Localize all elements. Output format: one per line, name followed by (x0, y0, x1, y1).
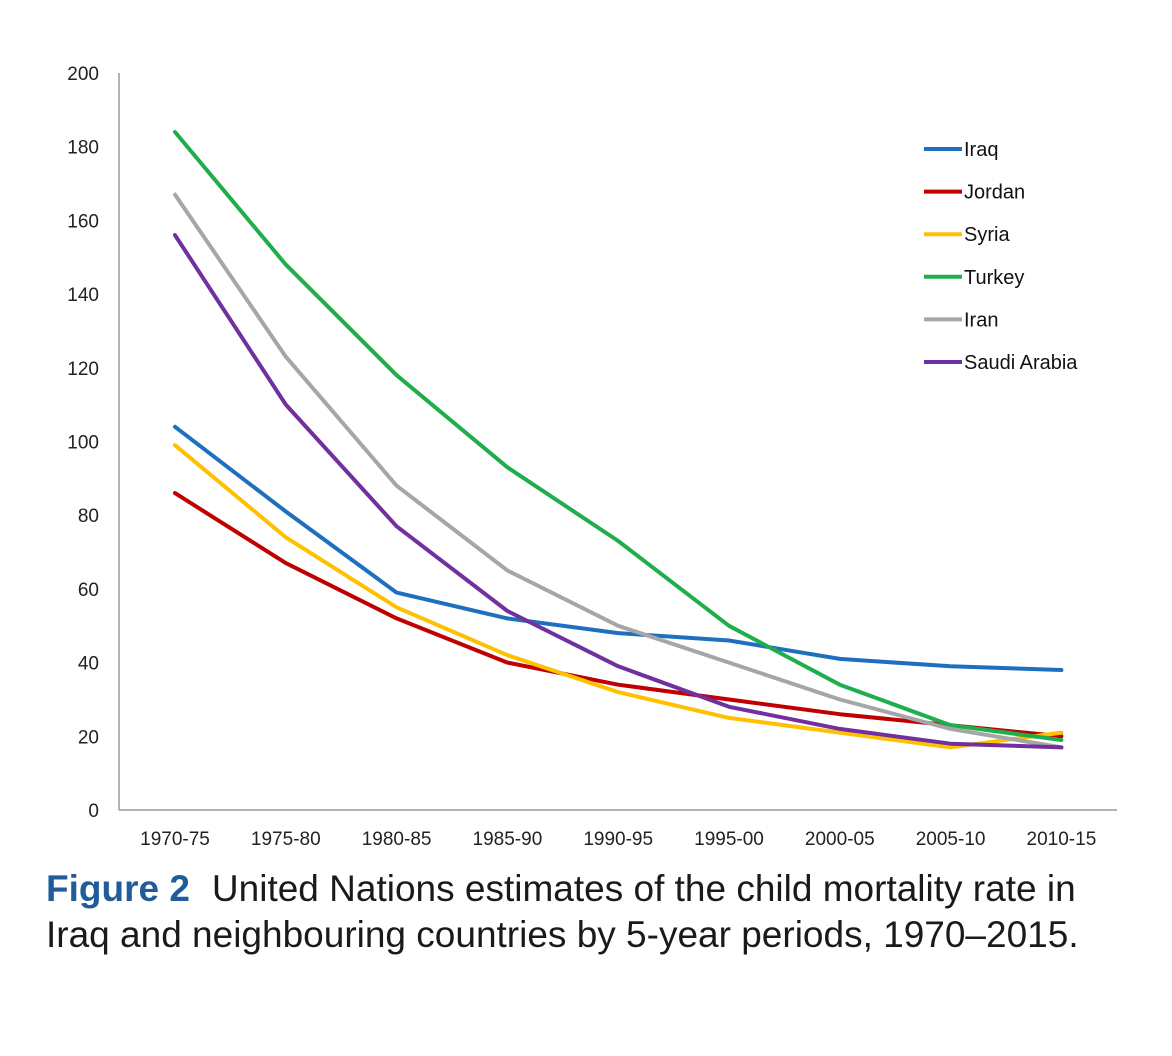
y-tick-label: 20 (78, 727, 99, 748)
line-chart: 0 20 40 60 80 100 120 140 160 180 200 1970-75 1975-… (67, 64, 1117, 850)
y-tick-label: 140 (67, 285, 99, 306)
series-line-jordan (173, 491, 1064, 739)
y-tick-label: 0 (88, 801, 99, 822)
x-tick-label: 1980-85 (362, 829, 432, 850)
series-line-iraq (173, 424, 1064, 672)
x-tick-label: 2000-05 (805, 829, 875, 850)
figure-label: Figure 2 (46, 868, 190, 909)
series-lines (173, 130, 1064, 750)
x-tick-label: 1990-95 (583, 829, 653, 850)
axes (118, 73, 1117, 811)
legend-label-syria: Syria (964, 224, 1010, 246)
y-tick-label: 80 (78, 506, 99, 527)
y-tick-label: 40 (78, 654, 99, 675)
figure-caption: Figure 2 United Nations estimates of the … (46, 866, 1136, 958)
legend-label-saudi-arabia: Saudi Arabia (964, 352, 1078, 374)
x-tick-label: 1970-75 (140, 829, 210, 850)
series-line-saudi-arabia (173, 233, 1064, 750)
series-line-turkey (173, 130, 1064, 742)
x-tick-label: 1985-90 (473, 829, 543, 850)
y-tick-label: 120 (67, 359, 99, 380)
y-tick-label: 100 (67, 433, 99, 454)
y-tick-label: 180 (67, 138, 99, 159)
x-tick-label: 1975-80 (251, 829, 321, 850)
legend-label-jordan: Jordan (964, 182, 1025, 204)
series-line-syria (173, 443, 1064, 750)
y-tick-label: 160 (67, 211, 99, 232)
x-tick-label: 1995-00 (694, 829, 764, 850)
legend: Iraq Jordan Syria Turkey Iran Saudi Arabia (924, 139, 1078, 374)
x-tick-label: 2010-15 (1027, 829, 1097, 850)
caption-text: United Nations estimates of the child mo… (46, 868, 1079, 955)
y-tick-label: 60 (78, 580, 99, 601)
series-line-iran (173, 192, 1064, 750)
legend-label-iraq: Iraq (964, 139, 998, 161)
x-axis-ticks: 1970-75 1975-80 1980-85 1985-90 1990-95 1995-… (140, 829, 1096, 850)
x-tick-label: 2005-10 (916, 829, 986, 850)
y-axis-ticks: 0 20 40 60 80 100 120 140 160 180 200 (67, 64, 99, 822)
legend-label-iran: Iran (964, 309, 998, 331)
y-tick-label: 200 (67, 64, 99, 85)
legend-label-turkey: Turkey (964, 267, 1024, 289)
chart-svg: 0 20 40 60 80 100 120 140 160 180 200 1970-75 1975-… (67, 64, 1117, 850)
